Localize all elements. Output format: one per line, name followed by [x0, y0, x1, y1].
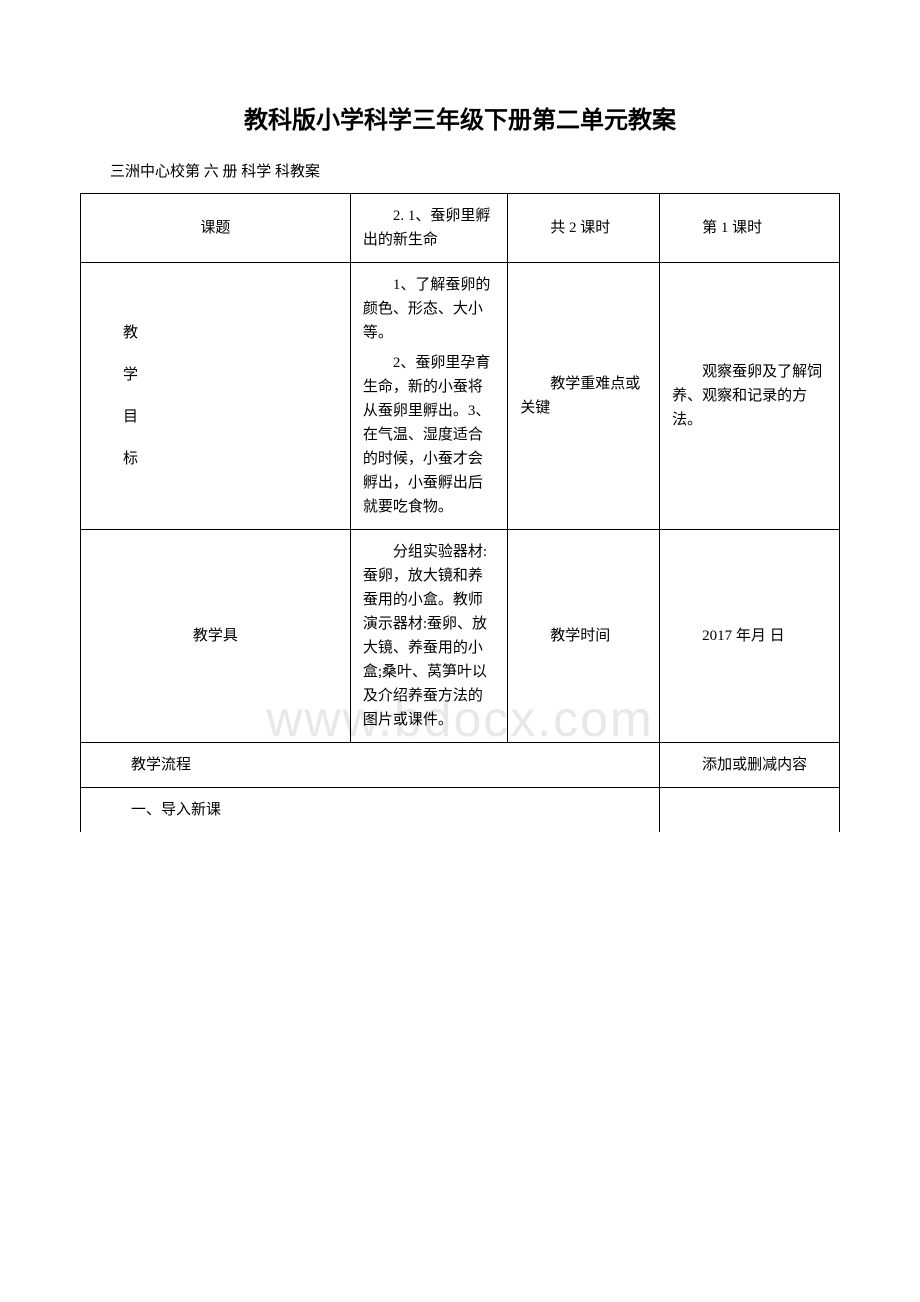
char-4: 标: [123, 447, 138, 471]
topic-value-cell: 2. 1、蚕卵里孵出的新生命: [350, 194, 507, 263]
table-row-topic: 课题 2. 1、蚕卵里孵出的新生命 共 2 课时 第 1 课时: [81, 194, 840, 263]
objective-para-2: 2、蚕卵里孕育生命，新的小蚕将从蚕卵里孵出。3、在气温、湿度适合的时候，小蚕才会…: [363, 351, 495, 519]
char-1: 教: [123, 321, 138, 345]
table-row-materials: 教学具 分组实验器材:蚕卵，放大镜和养蚕用的小盒。教师演示器材:蚕卵、放大镜、养…: [81, 530, 840, 743]
objectives-content-cell: 1、了解蚕卵的颜色、形态、大小等。 2、蚕卵里孕育生命，新的小蚕将从蚕卵里孵出。…: [350, 263, 507, 530]
lesson-plan-table: 课题 2. 1、蚕卵里孵出的新生命 共 2 课时 第 1 课时 教 学 目 标 …: [80, 193, 840, 832]
time-label-cell: 教学时间: [508, 530, 660, 743]
intro-cell: 一、导入新课: [81, 788, 660, 833]
page-title: 教科版小学科学三年级下册第二单元教案: [80, 100, 840, 135]
addremove-label-cell: 添加或删减内容: [660, 743, 840, 788]
table-row-flow: 教学流程 添加或删减内容: [81, 743, 840, 788]
objectives-label-cell: 教 学 目 标: [81, 263, 351, 530]
keypoint-content-cell: 观察蚕卵及了解饲养、观察和记录的方法。: [660, 263, 840, 530]
table-row-intro: 一、导入新课: [81, 788, 840, 833]
char-3: 目: [123, 405, 138, 429]
period-number-cell: 第 1 课时: [660, 194, 840, 263]
char-2: 学: [123, 363, 138, 387]
materials-label-cell: 教学具: [81, 530, 351, 743]
objectives-label-chars: 教 学 目 标: [93, 321, 338, 471]
table-row-objectives: 教 学 目 标 1、了解蚕卵的颜色、形态、大小等。 2、蚕卵里孕育生命，新的小蚕…: [81, 263, 840, 530]
intro-addremove-cell: [660, 788, 840, 833]
keypoint-label-cell: 教学重难点或关键: [508, 263, 660, 530]
materials-content-cell: 分组实验器材:蚕卵，放大镜和养蚕用的小盒。教师演示器材:蚕卵、放大镜、养蚕用的小…: [350, 530, 507, 743]
objective-para-1: 1、了解蚕卵的颜色、形态、大小等。: [363, 273, 495, 345]
topic-label-cell: 课题: [81, 194, 351, 263]
flow-label-cell: 教学流程: [81, 743, 660, 788]
content-wrapper: 教科版小学科学三年级下册第二单元教案 三洲中心校第 六 册 科学 科教案 课题 …: [80, 100, 840, 832]
time-value-cell: 2017 年月 日: [660, 530, 840, 743]
periods-label-cell: 共 2 课时: [508, 194, 660, 263]
subtitle: 三洲中心校第 六 册 科学 科教案: [80, 160, 840, 181]
